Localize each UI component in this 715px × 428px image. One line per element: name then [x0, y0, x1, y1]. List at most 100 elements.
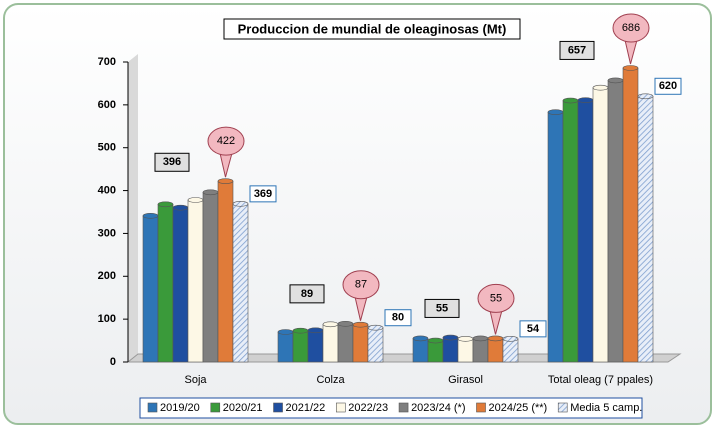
y-tick-label: 600: [98, 99, 116, 111]
bar-cap: [202, 189, 219, 196]
bar: [442, 337, 459, 363]
x-tick-label: Girasol: [448, 374, 483, 386]
bar: [367, 327, 384, 363]
bar: [157, 203, 174, 363]
bar: [292, 330, 309, 363]
bar-cap: [157, 201, 174, 208]
bar: [547, 111, 564, 363]
bar: [637, 95, 654, 363]
legend-label: 2021/22: [286, 402, 326, 414]
label-box: [249, 185, 277, 203]
y-tick-label: 0: [110, 356, 116, 368]
bar: [472, 338, 489, 363]
legend-swatch: [210, 402, 221, 413]
legend-swatch: [147, 402, 158, 413]
y-tick-label: 300: [98, 227, 116, 239]
bar-cap: [427, 337, 444, 344]
bar: [577, 99, 594, 363]
bar-cap: [307, 327, 324, 334]
bar: [277, 331, 294, 363]
back-wall: [128, 54, 138, 362]
label-box: [289, 284, 325, 304]
data-label: 422: [217, 135, 235, 147]
label-box: [424, 298, 460, 318]
y-tick-label: 700: [98, 56, 116, 68]
y-tick-label: 400: [98, 184, 116, 196]
data-label: 89: [301, 288, 313, 300]
bar: [427, 340, 444, 363]
x-tick-label: Colza: [316, 374, 345, 386]
data-label: 369: [254, 188, 272, 200]
bar-cap: [502, 336, 519, 342]
bar-cap: [232, 201, 249, 207]
y-tick-label: 200: [98, 270, 116, 282]
legend-label: Media 5 camp.: [570, 402, 642, 414]
callout: [207, 126, 245, 156]
label-box: [654, 77, 682, 95]
bar: [187, 199, 204, 363]
bar: [487, 338, 504, 363]
y-tick-label: 500: [98, 142, 116, 154]
y-tick-label: 100: [98, 313, 116, 325]
legend-box: [139, 397, 643, 419]
label-box: [559, 40, 595, 60]
label-box: [519, 320, 547, 338]
bar: [622, 67, 639, 363]
data-label: 620: [659, 80, 677, 92]
bar-cap: [322, 321, 339, 328]
legend-swatch: [335, 402, 346, 413]
title-box: [223, 18, 521, 40]
bar: [202, 191, 219, 363]
bar-cap: [217, 178, 234, 184]
x-tick-label: Soja: [184, 374, 207, 386]
callout: [612, 13, 650, 43]
bar-cap: [592, 84, 609, 91]
legend-label: 2022/23: [348, 402, 388, 414]
legend-label: 2023/24 (*): [411, 402, 465, 414]
bar: [412, 338, 429, 363]
bar: [322, 323, 339, 363]
bar-cap: [292, 327, 309, 334]
legend-label: 2020/21: [223, 402, 263, 414]
bar-cap: [487, 335, 504, 342]
bar: [607, 80, 624, 363]
bar-cap: [337, 321, 354, 327]
legend-label: 2024/25 (**): [489, 402, 548, 414]
bar: [352, 324, 369, 363]
bar-cap: [457, 336, 474, 342]
bar-cap: [562, 97, 579, 104]
callout: [477, 283, 515, 313]
legend-swatch: [557, 402, 568, 413]
legend-swatch: [273, 402, 283, 413]
bar: [502, 338, 519, 363]
bar-cap: [367, 324, 384, 331]
label-box: [384, 309, 412, 327]
bar-cap: [142, 213, 159, 219]
data-label: 87: [355, 279, 367, 291]
bar-cap: [352, 321, 369, 328]
data-label: 657: [568, 44, 586, 56]
bar: [562, 100, 579, 363]
chart-title: Produccion de mundial de oleaginosas (Mt…: [238, 21, 507, 36]
data-label: 55: [490, 292, 502, 304]
x-tick-label: Total oleag (7 ppales): [548, 374, 653, 386]
data-label: 55: [436, 302, 448, 314]
bar-cap: [622, 65, 639, 71]
data-label: 396: [163, 156, 181, 168]
legend-swatch: [398, 402, 409, 413]
bar-cap: [637, 93, 654, 100]
bar-cap: [412, 335, 429, 342]
legend-label: 2019/20: [160, 402, 200, 414]
bar: [172, 207, 189, 363]
bar: [457, 338, 474, 363]
bar-cap: [607, 77, 624, 84]
bar: [217, 180, 234, 363]
bar-cap: [172, 204, 189, 211]
bar-cap: [442, 334, 459, 341]
bar-cap: [277, 329, 294, 335]
bar: [307, 329, 324, 363]
bar-cap: [547, 109, 564, 115]
bar-cap: [577, 97, 594, 103]
data-label: 686: [622, 22, 640, 34]
